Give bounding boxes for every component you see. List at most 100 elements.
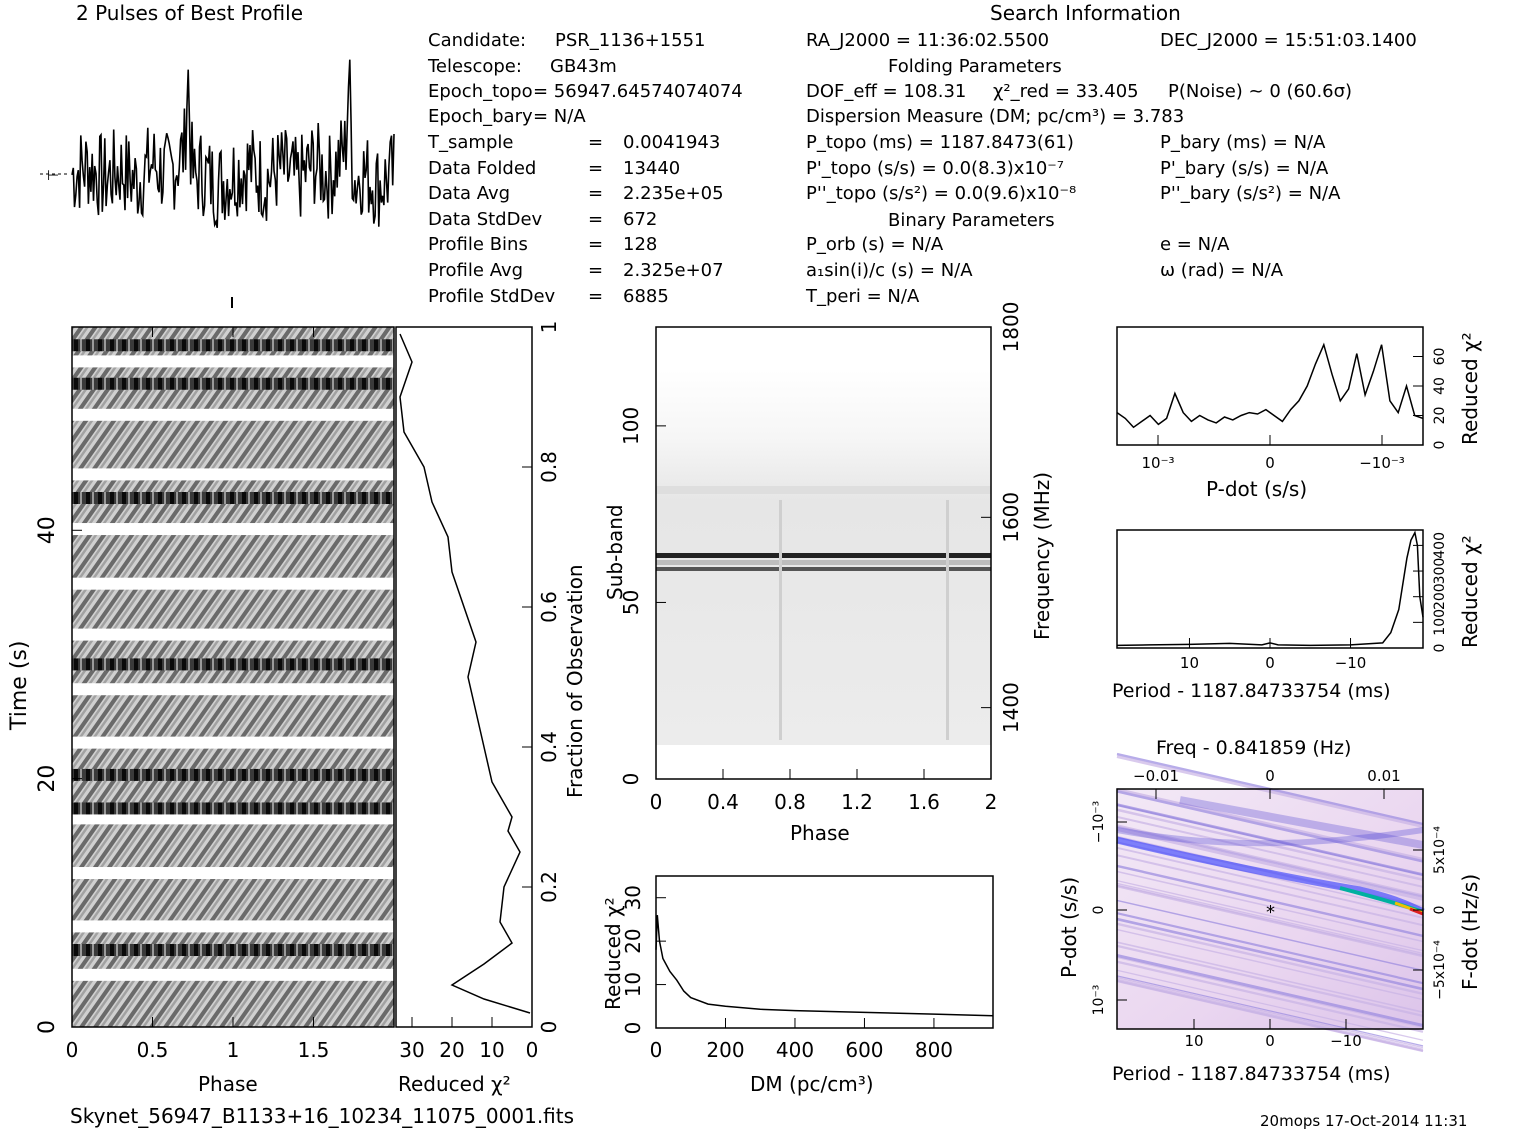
time-gap-7 [72, 577, 394, 590]
pp-streak-30 [1116, 787, 1424, 861]
time-gap-6 [72, 628, 394, 641]
info-omega: ω (rad) = N/A [1160, 260, 1284, 281]
pp-ridge-max [1409, 907, 1424, 916]
pp-pdot-axis-label: P-dot (s/s) [1057, 877, 1081, 978]
info-p-topo: P_topo (ms) = 1187.8473(61) [806, 132, 1074, 153]
time-gap-3 [72, 812, 394, 825]
pp-x2tick-label-0: −0.01 [1133, 767, 1179, 785]
pp-streak-16 [1116, 884, 1424, 958]
freq-ytick-label-0: 1400 [999, 682, 1023, 733]
subband-xtick-label-3: 1.2 [841, 790, 873, 814]
subband-xtick-label-1: 0.4 [707, 790, 739, 814]
info-ra: RA_J2000 = 11:36:02.5500 [806, 30, 1049, 51]
best-candidate-marker: * [1266, 902, 1275, 923]
info-left: Candidate: PSR_1136+1551 Telescope: GB43… [427, 30, 743, 307]
info-pdd-bary: P''_bary (s/s²) = N/A [1160, 183, 1341, 204]
subband-band-high [656, 486, 991, 494]
pp-xtick-label-2: −10 [1330, 1032, 1362, 1050]
pp-ytick-label-0: 10⁻³ [1091, 985, 1107, 1016]
info-eq-3: = [588, 209, 603, 230]
dm-axis-label: DM (pc/cm³) [750, 1072, 874, 1096]
pp-xtick-label-1: 0 [1265, 1032, 1275, 1050]
period-frame [1116, 529, 1424, 649]
subband-phase-plot: 0 0.4 0.8 1.2 1.6 2 0 50 100 1400 1600 1800 Sub-ban… [603, 302, 1054, 845]
time-axis-label: Time (s) [7, 641, 32, 731]
info-tsample-label: T_sample [427, 132, 513, 153]
time-phase-ticks: 0 0.5 1 1.5 0 20 40 [35, 327, 329, 1062]
time-redchi-line [399, 333, 531, 1014]
info-dec: DEC_J2000 = 15:51:03.1400 [1160, 30, 1417, 51]
fraction-ytick-label-4: 0.8 [537, 451, 561, 483]
fraction-ytick-label-0: 0 [537, 1021, 561, 1034]
subband-xtick-label-5: 2 [985, 790, 998, 814]
dm-xtick-label-3: 600 [845, 1038, 883, 1062]
pp-ytick-label-1: 0 [1091, 906, 1107, 915]
fraction-ytick-label-5: 1 [537, 321, 561, 334]
subband-ytick-label-2: 100 [619, 407, 643, 445]
pp-streak-0 [1116, 828, 1424, 901]
info-epoch-topo-value: = 56947.64574074074 [533, 81, 743, 102]
time-ytick-label-1: 20 [35, 765, 60, 793]
info-telescope-value: GB43m [550, 56, 617, 77]
time-phase-plot: 0 0.5 1 1.5 0 20 40 Time (s) Phase [7, 326, 395, 1096]
profile-errorbar-icon: ⊢ [47, 168, 59, 184]
pp-streak-22 [1116, 879, 1424, 952]
time-gap-9 [72, 468, 394, 481]
info-pdd-topo: P''_topo (s/s²) = 0.0(9.6)x10⁻⁸ [806, 183, 1076, 204]
info-profile-bins-value: 128 [623, 234, 657, 255]
pp-streak-37 [1116, 928, 1424, 1001]
subband-col-1 [779, 500, 782, 740]
pp-streak-29 [1116, 917, 1424, 991]
info-candidate-label: Candidate: [428, 30, 526, 51]
subband-xtick-label-2: 0.8 [774, 790, 806, 814]
frequency-axis-label: Frequency (MHz) [1030, 472, 1054, 640]
time-gap-1 [72, 920, 394, 933]
time-dark-band-5 [72, 377, 394, 390]
subband-dark-row-1 [656, 553, 991, 558]
pp-streak-27 [1116, 976, 1424, 1049]
pp-streak-19 [1116, 975, 1424, 1047]
time-dark-band-2 [72, 768, 394, 781]
pdot-xtick-label-1: 0 [1265, 454, 1275, 472]
freq-ytick-label-2: 1800 [999, 302, 1023, 353]
pp-y2tick-label-0: −5x10⁻⁴ [1432, 940, 1448, 1000]
period-xtick-label-1: 0 [1265, 654, 1275, 672]
info-epoch-topo-label: Epoch_topo [428, 81, 533, 102]
time-dark-band-4 [72, 491, 394, 504]
info-dm: Dispersion Measure (DM; pc/cm³) = 3.783 [806, 106, 1184, 127]
period-pdot-plot: * 10 0 −10 −0.01 0 0.01 10⁻³ 0 −10⁻³ −5x10⁻⁴ 0 5x10… [1057, 737, 1482, 1085]
info-epoch-bary-label: Epoch_bary [428, 106, 533, 127]
fraction-axis-label: Fraction of Observation [563, 564, 587, 798]
pp-streak-34 [1116, 808, 1424, 882]
pp-ytick-label-2: −10⁻³ [1091, 801, 1107, 844]
freq-ytick-label-1: 1600 [999, 492, 1023, 543]
pp-streak-18 [1116, 912, 1424, 985]
info-epoch-bary-value: = N/A [533, 106, 586, 127]
info-tsample-value: 0.0041943 [623, 132, 720, 153]
info-data-stddev-value: 672 [623, 209, 657, 230]
period-xtick-label-0: 10 [1180, 654, 1199, 672]
info-candidate-value: PSR_1136+1551 [555, 30, 706, 51]
subband-xtick-label-0: 0 [650, 790, 663, 814]
time-phase-gaps [72, 339, 394, 981]
dm-ytick-label-0: 0 [621, 1022, 645, 1035]
pdot-redchi-plot: 10⁻³ 0 −10⁻³ 0 20 40 60 P-dot (s/s) Reduced χ² [1116, 326, 1482, 501]
time-gap-8 [72, 523, 394, 536]
info-profile-stddev-value: 6885 [623, 286, 669, 307]
dm-ytick-label-3: 30 [621, 885, 645, 910]
period-ytick-label-0: 0 [1432, 644, 1448, 653]
time-phase-xtick-label-1: 0.5 [137, 1038, 169, 1062]
pp-streak-31 [1116, 804, 1424, 876]
pp-band-2 [1179, 796, 1424, 849]
pp-streak-21 [1116, 978, 1424, 1051]
pp-streak-8 [1116, 941, 1424, 1013]
pdot-ytick-label-3: 60 [1432, 348, 1448, 366]
time-ytick-label-0: 0 [35, 1020, 60, 1034]
time-redchi-ticks: 30 20 10 0 0 0.2 0.4 0.6 0.8 1 [399, 321, 561, 1062]
info-data-avg-value: 2.235e+05 [623, 183, 724, 204]
info-eq-2: = [588, 183, 603, 204]
period-ytick-label-2: 200 [1432, 583, 1448, 610]
search-info-title: Search Information [990, 1, 1181, 25]
